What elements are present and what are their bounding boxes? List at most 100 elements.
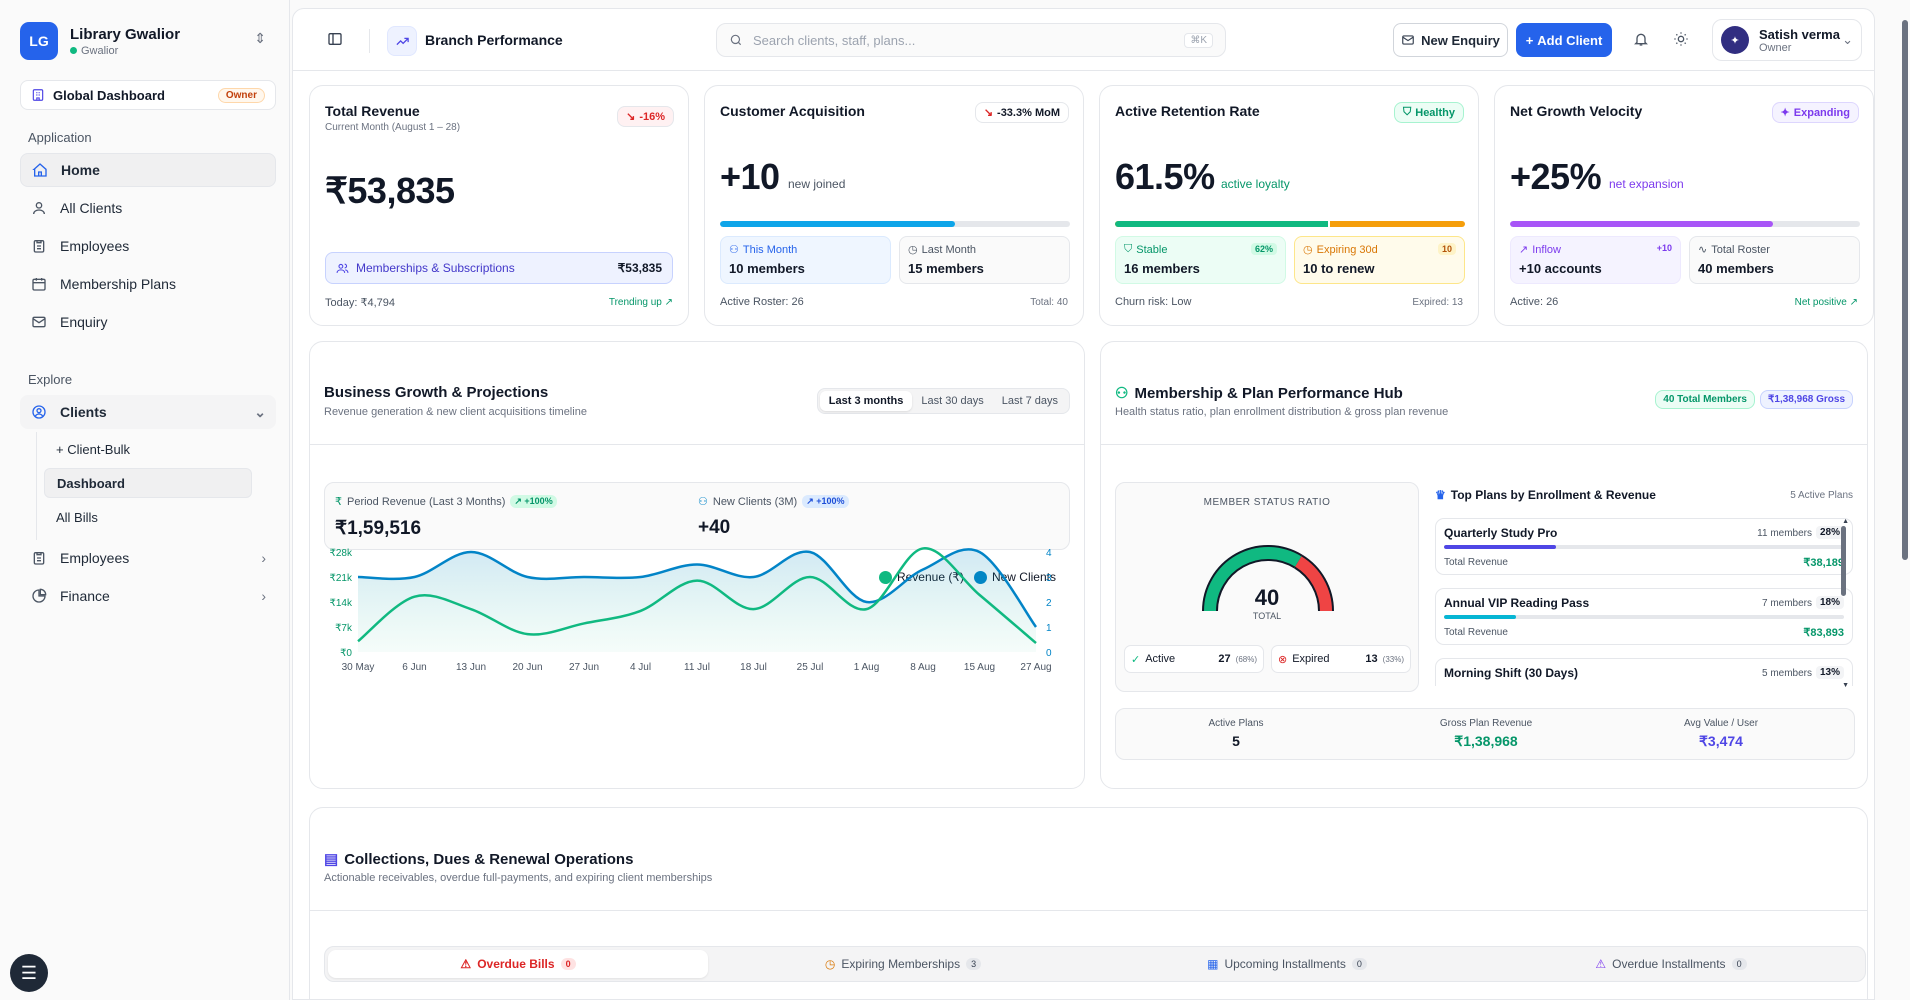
user-icon xyxy=(30,199,48,217)
sidebar-item-home[interactable]: Home xyxy=(20,153,276,187)
legend-swatch xyxy=(973,571,987,585)
scroll-down-icon[interactable]: ▼ xyxy=(1842,682,1849,689)
tab-expiring-memberships[interactable]: ◷ Expiring Memberships 3 xyxy=(713,950,1093,978)
stat-label: Gross Plan Revenue xyxy=(1439,718,1533,729)
gauge-label: TOTAL xyxy=(1252,611,1282,621)
sidebar-item-label: Employees xyxy=(60,550,130,566)
range-7-days[interactable]: Last 7 days xyxy=(1001,395,1058,407)
collections-panel: ▤ Collections, Dues & Renewal Operations … xyxy=(309,807,1868,999)
tab-overdue-bills[interactable]: ⚠ Overdue Bills 0 xyxy=(328,950,708,978)
stat-label: Active xyxy=(1145,653,1176,665)
y-right-tick-label: 2 xyxy=(1046,598,1052,609)
alert-triangle-icon: ⚠ xyxy=(1595,957,1607,971)
search-input[interactable]: Search clients, staff, plans... ⌘K xyxy=(716,23,1226,57)
plan-card[interactable]: Annual VIP Reading Pass 7 members 18% To… xyxy=(1435,588,1853,645)
global-dashboard-button[interactable]: Global Dashboard Owner xyxy=(20,80,276,110)
stable-card: ⛉ Stable 62% 16 members xyxy=(1115,236,1286,284)
change-chip: ↗ +100% xyxy=(802,495,849,508)
users-icon: ⚇ xyxy=(1115,385,1129,402)
inflow-card: ↗ Inflow +10 +10 accounts xyxy=(1510,236,1681,284)
plans-list: Quarterly Study Pro 11 members 28% Total… xyxy=(1101,518,1867,686)
user-menu[interactable]: ✦ Satish verma Owner ⌄ xyxy=(1712,19,1862,61)
user-name: Satish verma xyxy=(1759,26,1840,42)
badge-text: Healthy xyxy=(1415,106,1455,119)
sidebar-item-enquiry[interactable]: Enquiry xyxy=(20,305,276,339)
sidebar-toggle-icon[interactable] xyxy=(327,31,343,50)
tab-label: Expiring Memberships xyxy=(841,957,961,971)
home-icon xyxy=(31,161,49,179)
owner-badge: Owner xyxy=(217,87,265,103)
sidebar-item-finance[interactable]: Finance › xyxy=(20,579,276,613)
sparkles-icon: ✦ xyxy=(1780,107,1790,119)
sidebar-item-membership-plans[interactable]: Membership Plans xyxy=(20,267,276,301)
global-dashboard-label: Global Dashboard xyxy=(53,87,165,103)
trending-down-icon: ↘ xyxy=(626,111,636,123)
branch-switcher[interactable]: LG Library Gwalior Gwalior ⇕ xyxy=(20,18,270,64)
plan-percentage: 28% xyxy=(1815,526,1844,539)
sidebar-item-employees-group[interactable]: Employees › xyxy=(20,541,276,575)
mini-label: Total Roster xyxy=(1711,243,1770,256)
kpi-footer-right: Net positive ↗ xyxy=(1794,297,1858,308)
users-icon xyxy=(336,263,349,273)
plan-card[interactable]: Morning Shift (30 Days) 5 members 13% xyxy=(1435,658,1853,686)
mini-value: 16 members xyxy=(1124,261,1200,276)
theme-toggle-icon[interactable] xyxy=(1673,31,1689,50)
sidebar-item-clients[interactable]: Clients ⌄ xyxy=(20,395,276,429)
tab-label: Overdue Installments xyxy=(1612,957,1726,971)
stat-label: Expired xyxy=(1292,653,1330,665)
kpi-net-growth-velocity: Net Growth Velocity ✦ Expanding +25% net … xyxy=(1494,85,1874,326)
stat-pct: (33%) xyxy=(1382,654,1404,664)
scroll-up-icon[interactable]: ▲ xyxy=(1842,518,1849,525)
sidebar-item-label: Employees xyxy=(60,238,130,254)
new-enquiry-label: New Enquiry xyxy=(1421,32,1500,48)
plans-scrollbar[interactable] xyxy=(1841,526,1846,596)
legend-revenue[interactable]: Revenue (₹) xyxy=(878,570,964,585)
bell-icon[interactable] xyxy=(1633,31,1649,50)
tab-overdue-installments[interactable]: ⚠ Overdue Installments 0 xyxy=(1481,950,1861,978)
search-placeholder: Search clients, staff, plans... xyxy=(753,32,916,48)
kpi-title: Total Revenue xyxy=(325,103,420,119)
panel-title: Business Growth & Projections xyxy=(324,384,549,401)
gauge-chart xyxy=(1202,545,1334,612)
sidebar-item-all-clients[interactable]: All Clients xyxy=(20,191,276,225)
tab-upcoming-installments[interactable]: ▦ Upcoming Installments 0 xyxy=(1097,950,1477,978)
acquisition-progress-bar xyxy=(720,221,1070,227)
menu-fab-button[interactable]: ☰ xyxy=(10,954,48,992)
sidebar-sub-all-bills[interactable]: All Bills xyxy=(56,509,98,525)
new-enquiry-button[interactable]: New Enquiry xyxy=(1393,23,1508,57)
kpi-footer-left: Active Roster: 26 xyxy=(720,296,804,308)
page-scrollbar[interactable] xyxy=(1902,20,1908,560)
panel-subtitle: Actionable receivables, overdue full-pay… xyxy=(324,872,713,884)
range-30-days[interactable]: Last 30 days xyxy=(921,395,984,407)
gauge-expired-arc-fill xyxy=(1294,556,1332,612)
panel-title: ⚇ Membership & Plan Performance Hub xyxy=(1115,384,1403,403)
progress-fill xyxy=(1115,221,1331,227)
rupee-icon: ₹ xyxy=(335,496,342,508)
label-text: New Clients (3M) xyxy=(712,495,798,508)
topbar: Branch Performance Search clients, staff… xyxy=(293,9,1874,71)
sidebar-sub-dashboard[interactable]: Dashboard xyxy=(44,468,252,498)
add-client-button[interactable]: + Add Client xyxy=(1516,23,1612,57)
users-icon: ⚇ xyxy=(698,496,708,508)
sidebar-item-label: Finance xyxy=(60,588,110,604)
divider xyxy=(369,29,370,53)
brand-name: Library Gwalior xyxy=(70,25,181,43)
range-3-months[interactable]: Last 3 months xyxy=(819,391,913,411)
legend-new-clients[interactable]: New Clients xyxy=(973,570,1056,585)
plan-name: Annual VIP Reading Pass xyxy=(1444,596,1590,610)
section-application: Application xyxy=(28,130,92,145)
y-left-tick-label: ₹14k xyxy=(330,598,353,609)
plan-card[interactable]: Quarterly Study Pro 11 members 28% Total… xyxy=(1435,518,1853,575)
tab-count: 3 xyxy=(966,958,982,970)
label-text: Period Revenue (Last 3 Months) xyxy=(347,495,506,508)
active-stat: ✓ Active 27 (68%) xyxy=(1124,645,1264,673)
sidebar-sub-client-bulk[interactable]: + Client-Bulk xyxy=(56,441,131,457)
kpi-title: Active Retention Rate xyxy=(1115,103,1260,119)
y-left-tick-label: ₹7k xyxy=(335,623,353,634)
sidebar-item-employees[interactable]: Employees xyxy=(20,229,276,263)
stat-label: Avg Value / User xyxy=(1683,718,1759,729)
add-client-label: Add Client xyxy=(1537,32,1603,48)
this-month-card: ⚇ This Month 10 members xyxy=(720,236,891,284)
title-text: Top Plans by Enrollment & Revenue xyxy=(1450,488,1656,502)
kpi-customer-acquisition: Customer Acquisition ↘ -33.3% MoM +10 new… xyxy=(704,85,1084,326)
